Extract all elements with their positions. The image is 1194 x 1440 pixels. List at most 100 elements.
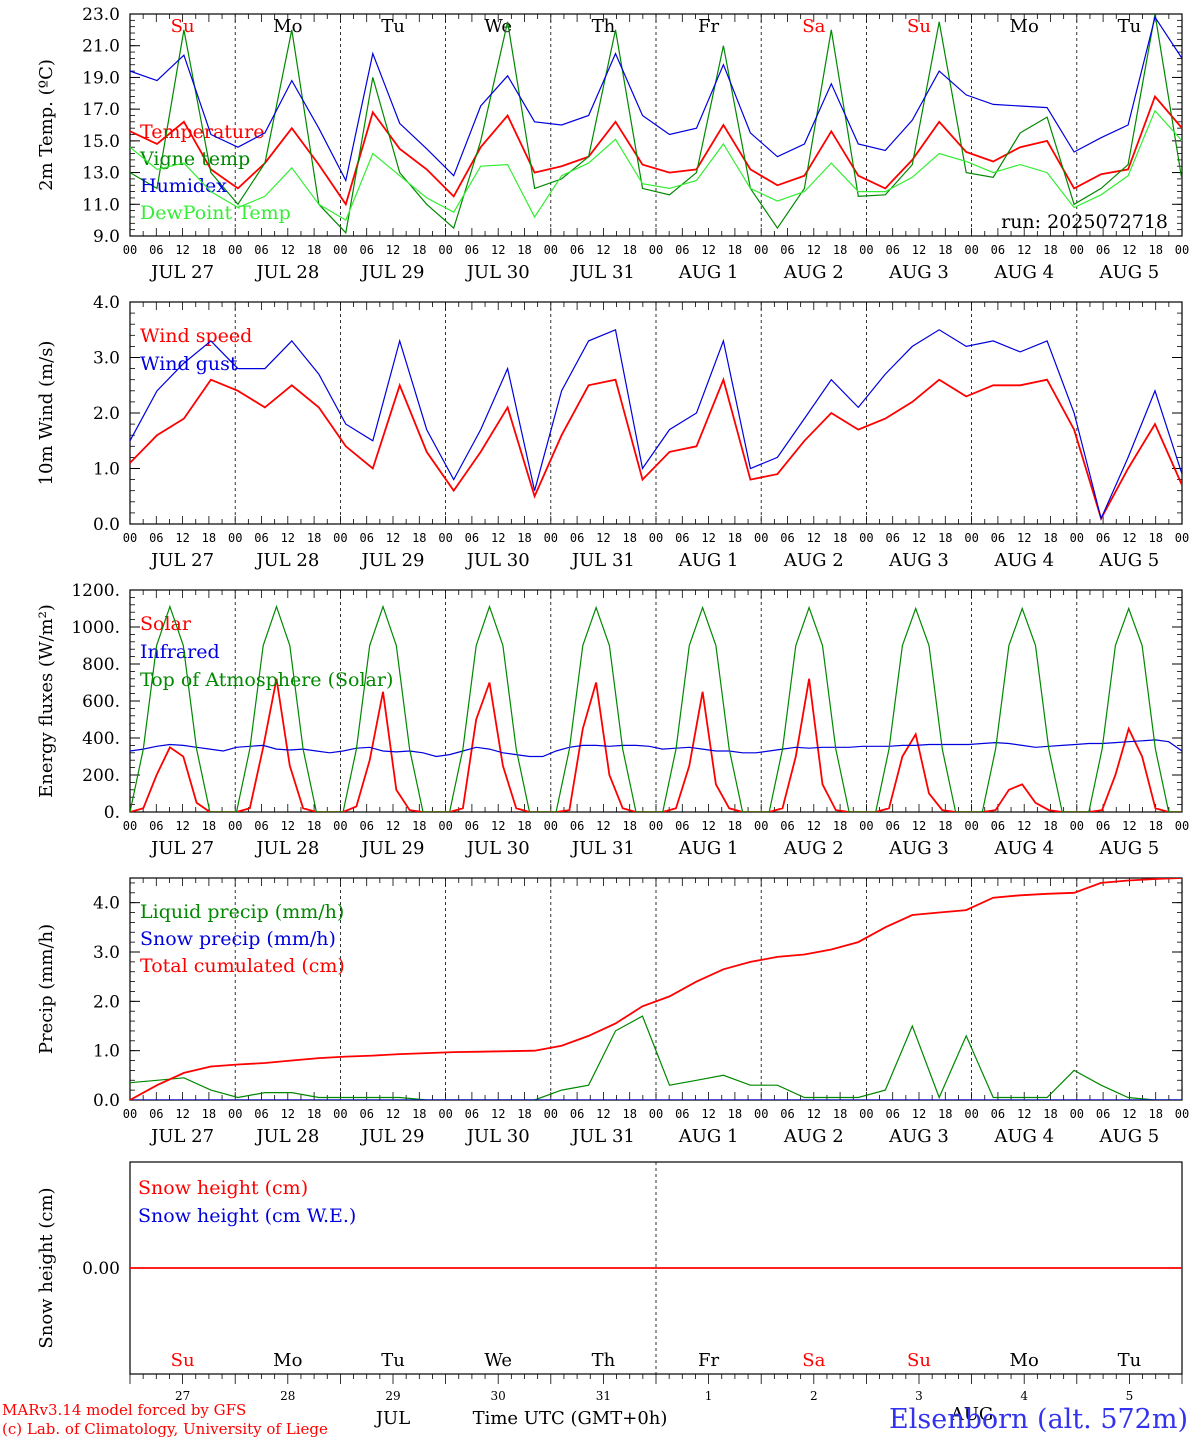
weekday-label: Tu: [381, 1350, 405, 1371]
y-tick-label: 17.0: [82, 100, 120, 120]
legend-entry: Liquid precip (mm/h): [140, 901, 344, 923]
hour-tick-label: 00: [438, 243, 452, 257]
day-label: JUL 28: [254, 1126, 319, 1147]
hour-tick-label: 12: [175, 1107, 189, 1121]
hour-tick-label: 00: [754, 1107, 768, 1121]
hour-tick-label: 18: [622, 243, 636, 257]
hour-tick-label: 12: [386, 819, 400, 833]
hour-tick-label: 00: [649, 243, 663, 257]
y-tick-label: 1200.: [71, 581, 120, 601]
y-tick-label: 200.: [82, 766, 120, 786]
hour-tick-label: 00: [1175, 1107, 1189, 1121]
hour-tick-label: 12: [281, 243, 295, 257]
hour-tick-label: 12: [701, 1107, 715, 1121]
y-tick-label: 2.0: [93, 992, 120, 1012]
footer-month-left: JUL: [374, 1408, 410, 1429]
hour-tick-label: 18: [412, 1107, 426, 1121]
legend-entry: Wind speed: [140, 325, 252, 347]
day-label: AUG 5: [1099, 838, 1160, 859]
day-label: JUL 30: [465, 550, 530, 571]
weekday-label: Su: [907, 1350, 931, 1371]
hour-tick-label: 06: [991, 1107, 1005, 1121]
hour-tick-label: 12: [1017, 1107, 1031, 1121]
day-label: JUL 28: [254, 838, 319, 859]
hour-tick-label: 06: [780, 243, 794, 257]
weekday-label: Fr: [698, 1350, 719, 1371]
hour-tick-label: 00: [228, 243, 242, 257]
series-line-total-cumulated-cm-: [130, 878, 1182, 1100]
hour-tick-label: 18: [202, 819, 216, 833]
hour-tick-label: 18: [833, 531, 847, 545]
hour-tick-label: 06: [465, 819, 479, 833]
hour-tick-label: 06: [254, 819, 268, 833]
hour-tick-label: 12: [912, 243, 926, 257]
hour-tick-label: 12: [807, 531, 821, 545]
hour-tick-label: 18: [833, 1107, 847, 1121]
hour-tick-label: 00: [859, 531, 873, 545]
hour-tick-label: 06: [885, 819, 899, 833]
hour-tick-label: 18: [622, 819, 636, 833]
hour-tick-label: 12: [912, 531, 926, 545]
day-label: AUG 3: [888, 262, 949, 283]
series-line-solar: [130, 678, 1182, 812]
hour-tick-label: 12: [1122, 1107, 1136, 1121]
hour-tick-label: 18: [412, 243, 426, 257]
hour-tick-label: 00: [1175, 819, 1189, 833]
y-tick-label: 0.0: [93, 1091, 120, 1111]
hour-tick-label: 18: [728, 819, 742, 833]
hour-tick-label: 12: [491, 819, 505, 833]
hour-tick-label: 00: [544, 1107, 558, 1121]
hour-tick-label: 00: [123, 531, 137, 545]
day-label: JUL 27: [149, 262, 214, 283]
hour-tick-label: 18: [938, 819, 952, 833]
hour-tick-label: 00: [544, 531, 558, 545]
hour-tick-label: 06: [991, 531, 1005, 545]
day-label: JUL 28: [254, 550, 319, 571]
day-label: AUG 4: [993, 262, 1054, 283]
weekday-label: Tu: [381, 16, 405, 37]
hour-tick-label: 00: [544, 243, 558, 257]
legend-entry: Total cumulated (cm): [140, 955, 345, 977]
hour-tick-label: 12: [281, 1107, 295, 1121]
hour-tick-label: 06: [1096, 1107, 1110, 1121]
day-label: JUL 30: [465, 838, 530, 859]
y-tick-label: 2.0: [93, 404, 120, 424]
day-label: AUG 1: [678, 550, 739, 571]
hour-tick-label: 18: [938, 1107, 952, 1121]
run-annotation: run: 2025072718: [1001, 211, 1168, 233]
hour-tick-label: 00: [438, 819, 452, 833]
hour-tick-label: 06: [254, 243, 268, 257]
hour-tick-label: 12: [491, 243, 505, 257]
hour-tick-label: 00: [964, 1107, 978, 1121]
y-tick-label: 1.0: [93, 460, 120, 480]
day-label: AUG 5: [1099, 550, 1160, 571]
hour-tick-label: 06: [780, 819, 794, 833]
hour-tick-label: 06: [149, 243, 163, 257]
day-label: AUG 4: [993, 838, 1054, 859]
hour-tick-label: 00: [859, 819, 873, 833]
series-line-wind-speed: [130, 376, 1182, 521]
weekday-label: Mo: [273, 16, 302, 37]
day-number: 27: [175, 1389, 190, 1403]
series-line-liquid-precip-mm-h-: [130, 1015, 1182, 1100]
y-axis-label: Energy fluxes (W/m²): [36, 604, 57, 798]
day-label: JUL 31: [570, 1126, 635, 1147]
hour-tick-label: 00: [123, 819, 137, 833]
hour-tick-label: 06: [675, 243, 689, 257]
weekday-label: Mo: [273, 1350, 302, 1371]
hour-tick-label: 00: [1070, 243, 1084, 257]
hour-tick-label: 18: [622, 1107, 636, 1121]
y-tick-label: 9.0: [93, 227, 120, 247]
hour-tick-label: 00: [333, 819, 347, 833]
hour-tick-label: 18: [1148, 531, 1162, 545]
day-number: 29: [385, 1389, 400, 1403]
y-axis-label: 2m Temp. (ºC): [36, 59, 57, 191]
legend-entry: Humidex: [140, 175, 227, 197]
hour-tick-label: 12: [281, 531, 295, 545]
hour-tick-label: 06: [885, 243, 899, 257]
day-label: JUL 28: [254, 262, 319, 283]
hour-tick-label: 06: [675, 1107, 689, 1121]
day-label: AUG 2: [783, 262, 844, 283]
y-tick-label: 19.0: [82, 68, 120, 88]
